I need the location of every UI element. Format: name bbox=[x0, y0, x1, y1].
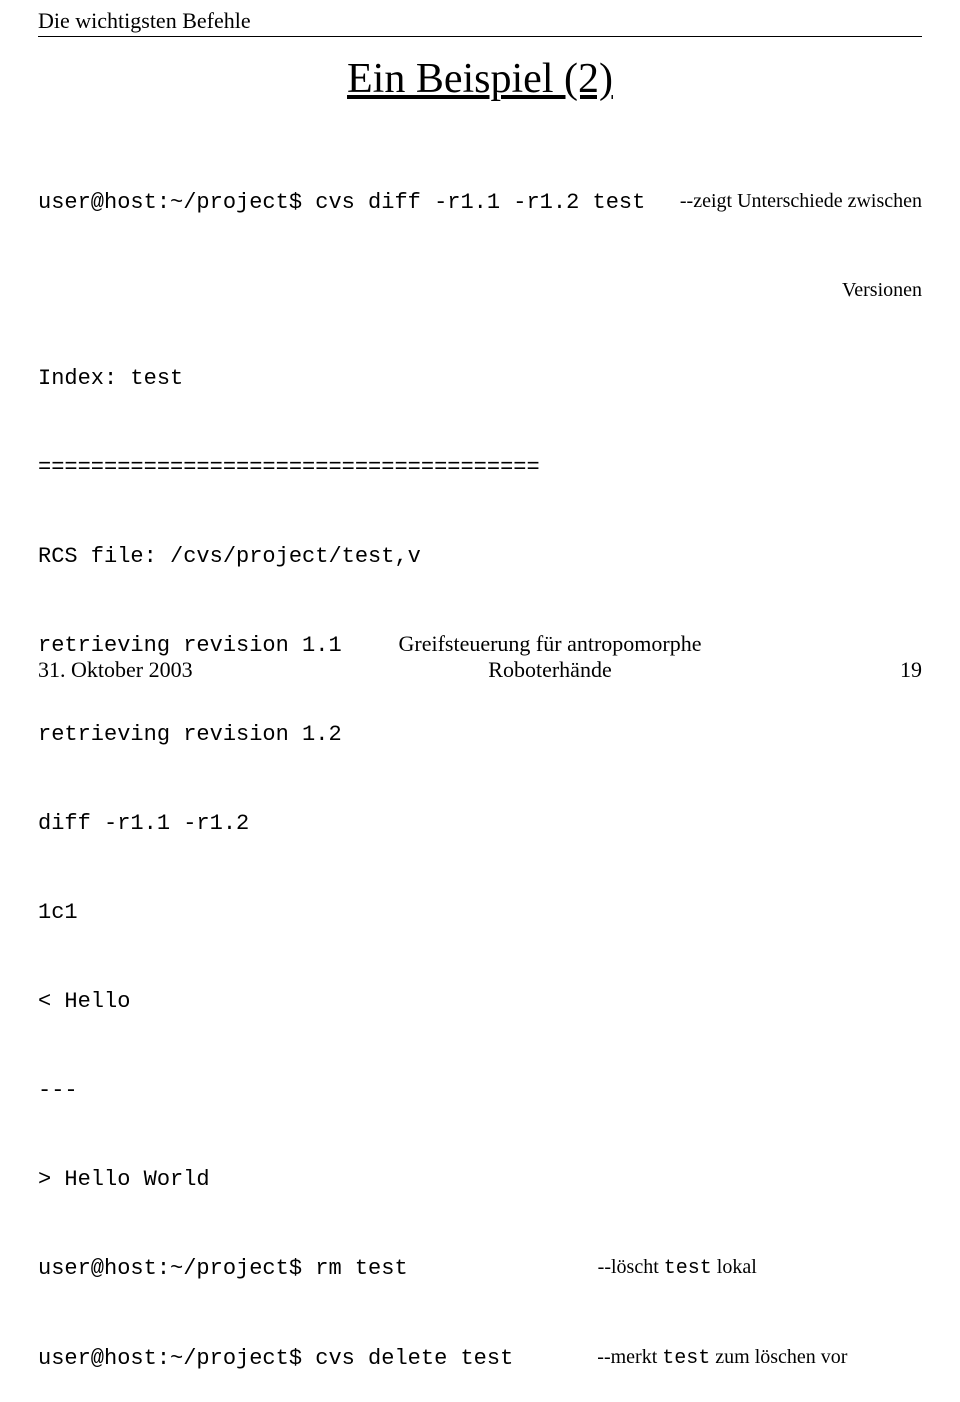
code-line: retrieving revision 1.2 bbox=[38, 720, 922, 750]
code-line: < Hello bbox=[38, 987, 922, 1017]
footer-line2: Roboterhände bbox=[238, 657, 862, 683]
footer-date: 31. Oktober 2003 bbox=[38, 657, 238, 683]
code-line: user@host:~/project$ cvs diff -r1.1 -r1.… bbox=[38, 188, 922, 218]
cmd-text: user@host:~/project$ cvs diff -r1.1 -r1.… bbox=[38, 188, 645, 218]
code-line: user@host:~/project$ cvs delete test --m… bbox=[38, 1344, 922, 1374]
code-line: > Hello World bbox=[38, 1165, 922, 1195]
section-header: Die wichtigsten Befehle bbox=[38, 8, 922, 34]
annot-pre: --löscht bbox=[598, 1256, 664, 1278]
code-line: RCS file: /cvs/project/test,v bbox=[38, 542, 922, 572]
annotation: --merkt test zum löschen vor bbox=[597, 1344, 847, 1374]
slide-title: Ein Beispiel (2) bbox=[38, 55, 922, 103]
footer: 31. Oktober 2003 Greifsteuerung für antr… bbox=[38, 631, 922, 683]
header-rule: Die wichtigsten Befehle bbox=[38, 8, 922, 37]
spacer bbox=[38, 277, 842, 304]
code-line: user@host:~/project$ rm test --löscht te… bbox=[38, 1254, 922, 1284]
slide-page: Die wichtigsten Befehle Ein Beispiel (2)… bbox=[0, 0, 960, 701]
annot-pre: --merkt bbox=[597, 1346, 662, 1368]
code-block: user@host:~/project$ cvs diff -r1.1 -r1.… bbox=[38, 129, 922, 1402]
footer-line1: Greifsteuerung für antropomorphe bbox=[238, 631, 862, 657]
annot-code: test bbox=[664, 1257, 712, 1280]
footer-title: Greifsteuerung für antropomorphe Roboter… bbox=[238, 631, 862, 683]
code-line: --- bbox=[38, 1076, 922, 1106]
annot-post: lokal bbox=[712, 1256, 757, 1278]
annotation: --zeigt Unterschiede zwischen bbox=[656, 188, 922, 218]
annotation: --löscht test lokal bbox=[598, 1254, 757, 1284]
code-line: 1c1 bbox=[38, 898, 922, 928]
code-line: ====================================== bbox=[38, 453, 922, 483]
code-line: Index: test bbox=[38, 364, 922, 394]
code-line: diff -r1.1 -r1.2 bbox=[38, 809, 922, 839]
code-line: Versionen bbox=[38, 277, 922, 304]
footer-page: 19 bbox=[862, 657, 922, 683]
annotation: Versionen bbox=[842, 277, 922, 304]
cmd-text: user@host:~/project$ cvs delete test bbox=[38, 1344, 513, 1374]
annot-post: zum löschen vor bbox=[710, 1346, 847, 1368]
annot-code: test bbox=[662, 1347, 710, 1370]
cmd-text: user@host:~/project$ rm test bbox=[38, 1254, 408, 1284]
